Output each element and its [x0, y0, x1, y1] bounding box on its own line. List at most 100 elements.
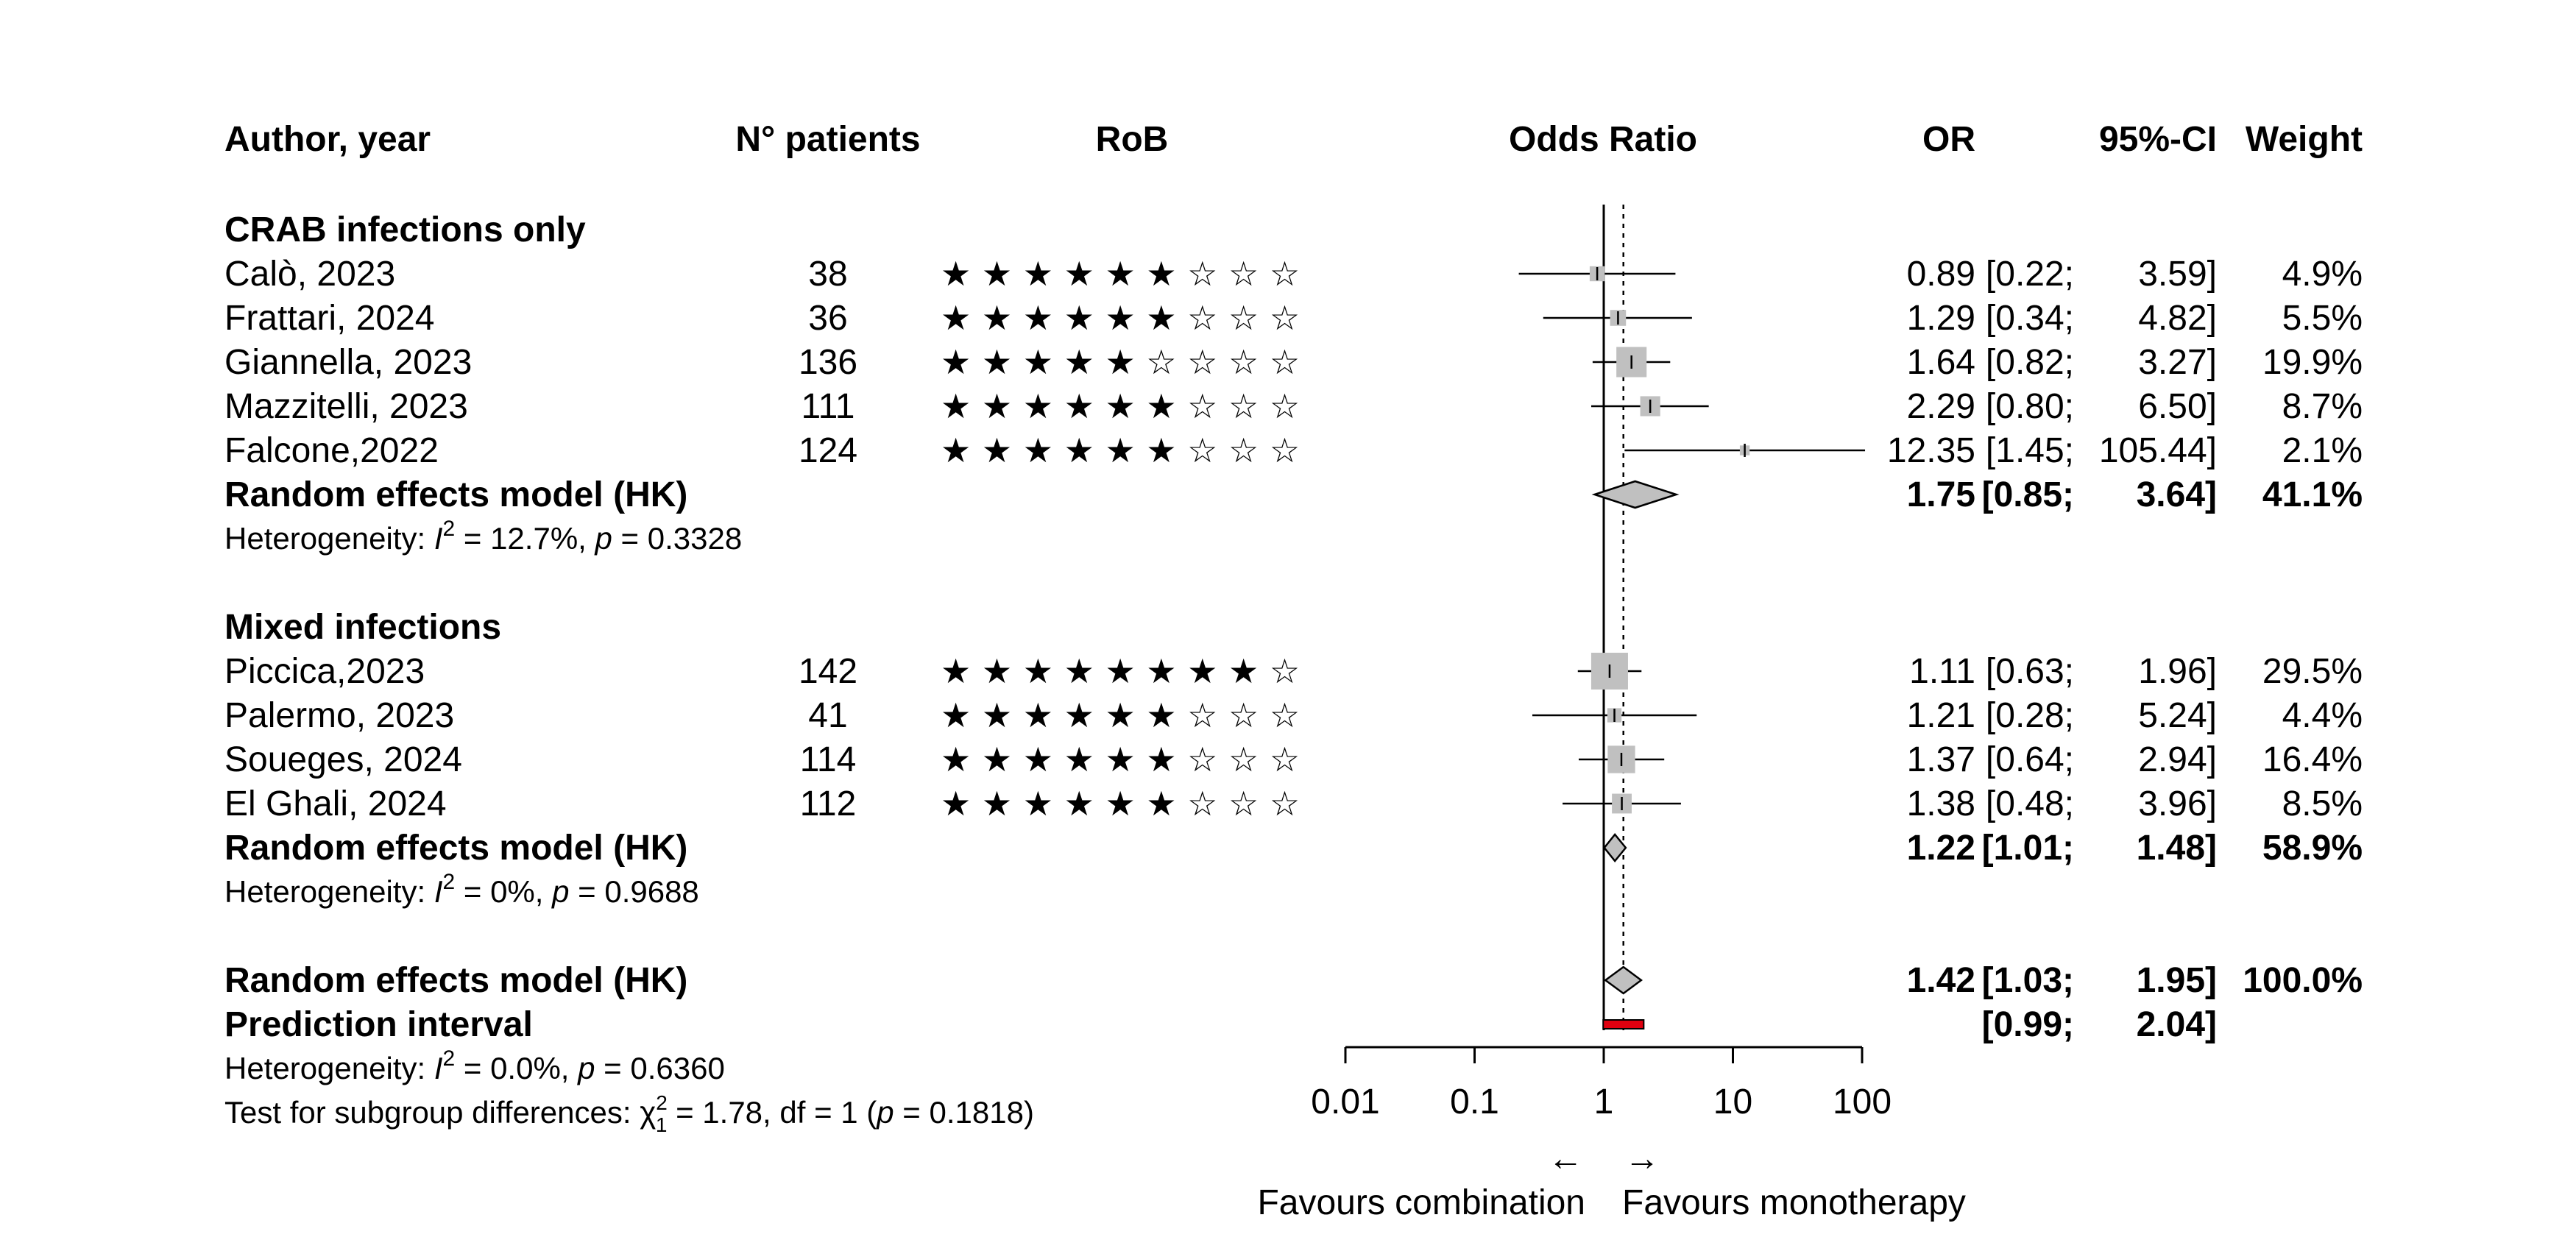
group-summary-ci-lower: [0.85;: [1982, 475, 2074, 514]
study-or: 12.35: [1887, 431, 1975, 470]
study-weight: 19.9%: [2262, 343, 2363, 382]
study-weight: 2.1%: [2282, 431, 2363, 470]
study-weight: 16.4%: [2262, 740, 2363, 779]
study-weight: 4.4%: [2282, 696, 2363, 735]
study-ci-upper: 5.24]: [2138, 696, 2217, 735]
group-heterogeneity: Heterogeneity: I2 = 0%, p = 0.9688: [224, 870, 699, 909]
x-tick-label: 10: [1713, 1082, 1752, 1121]
group-heterogeneity: Heterogeneity: I2 = 12.7%, p = 0.3328: [224, 517, 742, 556]
study-patients: 114: [800, 740, 857, 779]
study-ci-lower: [0.64;: [1986, 740, 2074, 779]
study-or: 1.29: [1907, 299, 1975, 338]
study-ci-upper: 3.27]: [2138, 343, 2217, 382]
overall-or: 1.42: [1907, 961, 1975, 1000]
header-odds-ratio: Odds Ratio: [1509, 120, 1697, 159]
x-tick-label: 0.1: [1450, 1082, 1499, 1121]
study-ci-lower: [0.28;: [1986, 696, 2074, 735]
header-ci: 95%-CI: [2099, 120, 2217, 159]
study-patients: 124: [799, 431, 857, 470]
study-patients: 136: [799, 343, 857, 382]
study-or: 0.89: [1907, 255, 1975, 294]
study-weight: 4.9%: [2282, 255, 2363, 294]
study-or: 1.37: [1907, 740, 1975, 779]
study-ci-upper: 3.96]: [2138, 784, 2217, 823]
study-or: 1.38: [1907, 784, 1975, 823]
study-author: Frattari, 2024: [224, 299, 434, 338]
study-author: Calò, 2023: [224, 255, 395, 294]
study-ci-lower: [0.80;: [1986, 387, 2074, 426]
study-or: 1.11: [1909, 652, 1975, 691]
study-author: Mazzitelli, 2023: [224, 387, 468, 426]
arrow-right-icon: →: [1624, 1139, 1660, 1178]
study-rob-stars: ★ ★ ★ ★ ★ ☆ ☆ ☆ ☆: [941, 342, 1300, 382]
overall-label: Random effects model (HK): [224, 961, 687, 1000]
group-title: CRAB infections only: [224, 210, 586, 249]
study-weight: 5.5%: [2282, 299, 2363, 338]
study-or: 2.29: [1907, 387, 1975, 426]
study-rob-stars: ★ ★ ★ ★ ★ ★ ☆ ☆ ☆: [941, 254, 1300, 294]
study-rob-stars: ★ ★ ★ ★ ★ ★ ☆ ☆ ☆: [941, 386, 1300, 426]
study-patients: 111: [802, 387, 855, 426]
study-patients: 112: [800, 784, 857, 823]
group-summary-label: Random effects model (HK): [224, 829, 687, 868]
study-rob-stars: ★ ★ ★ ★ ★ ★ ★ ★ ☆: [941, 651, 1300, 691]
group-summary-ci-upper: 1.48]: [2137, 829, 2217, 868]
study-weight: 29.5%: [2262, 652, 2363, 691]
prediction-interval-upper: 2.04]: [2137, 1005, 2217, 1044]
study-rob-stars: ★ ★ ★ ★ ★ ★ ☆ ☆ ☆: [941, 430, 1300, 470]
x-tick-label: 100: [1833, 1082, 1892, 1121]
study-author: Palermo, 2023: [224, 696, 454, 735]
study-author: Giannella, 2023: [224, 343, 472, 382]
header-author: Author, year: [224, 120, 431, 159]
group-summary-ci-lower: [1.01;: [1982, 829, 2074, 868]
subgroup-test: Test for subgroup differences: χ2 1 = 1.7…: [224, 1091, 1034, 1136]
study-ci-lower: [0.22;: [1986, 255, 2074, 294]
overall-ci-lower: [1.03;: [1982, 961, 2074, 1000]
arrow-left-icon: ←: [1548, 1139, 1583, 1178]
x-tick-label: 1: [1594, 1082, 1614, 1121]
study-ci-lower: [0.63;: [1986, 652, 2074, 691]
study-rob-stars: ★ ★ ★ ★ ★ ★ ☆ ☆ ☆: [941, 784, 1300, 823]
study-author: Piccica,2023: [224, 652, 425, 691]
prediction-interval-lower: [0.99;: [1982, 1005, 2074, 1044]
group-summary-diamond: [1591, 480, 1680, 509]
study-ci-upper: 3.59]: [2138, 255, 2217, 294]
overall-ci-upper: 1.95]: [2137, 961, 2217, 1000]
study-patients: 142: [799, 652, 857, 691]
study-ci-upper: 105.44]: [2099, 431, 2217, 470]
overall-weight: 100.0%: [2243, 961, 2363, 1000]
prediction-interval-label: Prediction interval: [224, 1005, 533, 1044]
study-ci-upper: 2.94]: [2138, 740, 2217, 779]
group-summary-label: Random effects model (HK): [224, 475, 687, 514]
favours-left-label: Favours combination: [1257, 1183, 1585, 1222]
study-ci-upper: 1.96]: [2138, 652, 2217, 691]
group-title: Mixed infections: [224, 608, 501, 647]
group-summary-or: 1.75: [1907, 475, 1975, 514]
overall-diamond: [1604, 965, 1643, 995]
study-ci-upper: 4.82]: [2138, 299, 2217, 338]
header-or: OR: [1922, 120, 1975, 159]
group-summary-weight: 58.9%: [2262, 829, 2363, 868]
study-or: 1.64: [1907, 343, 1975, 382]
header-weight: Weight: [2246, 120, 2363, 159]
group-summary-or: 1.22: [1907, 829, 1975, 868]
plot-layer: 0.01 0.1 1 10 100 ← → Favours combination Favour…: [1257, 205, 1966, 1222]
favours-right-label: Favours monotherapy: [1622, 1183, 1966, 1222]
study-weight: 8.7%: [2282, 387, 2363, 426]
prediction-interval-bar: [1602, 1019, 1645, 1029]
x-tick-label: 0.01: [1311, 1082, 1379, 1121]
study-weight: 8.5%: [2282, 784, 2363, 823]
study-patients: 36: [808, 299, 847, 338]
study-ci-lower: [0.48;: [1986, 784, 2074, 823]
study-author: El Ghali, 2024: [224, 784, 447, 823]
study-patients: 38: [808, 255, 847, 294]
study-ci-upper: 6.50]: [2138, 387, 2217, 426]
group-summary-ci-upper: 3.64]: [2137, 475, 2217, 514]
study-ci-lower: [1.45;: [1986, 431, 2074, 470]
study-rob-stars: ★ ★ ★ ★ ★ ★ ☆ ☆ ☆: [941, 695, 1300, 735]
study-ci-lower: [0.34;: [1986, 299, 2074, 338]
study-rob-stars: ★ ★ ★ ★ ★ ★ ☆ ☆ ☆: [941, 298, 1300, 338]
study-rob-stars: ★ ★ ★ ★ ★ ★ ☆ ☆ ☆: [941, 740, 1300, 779]
group-summary-diamond: [1603, 833, 1627, 862]
